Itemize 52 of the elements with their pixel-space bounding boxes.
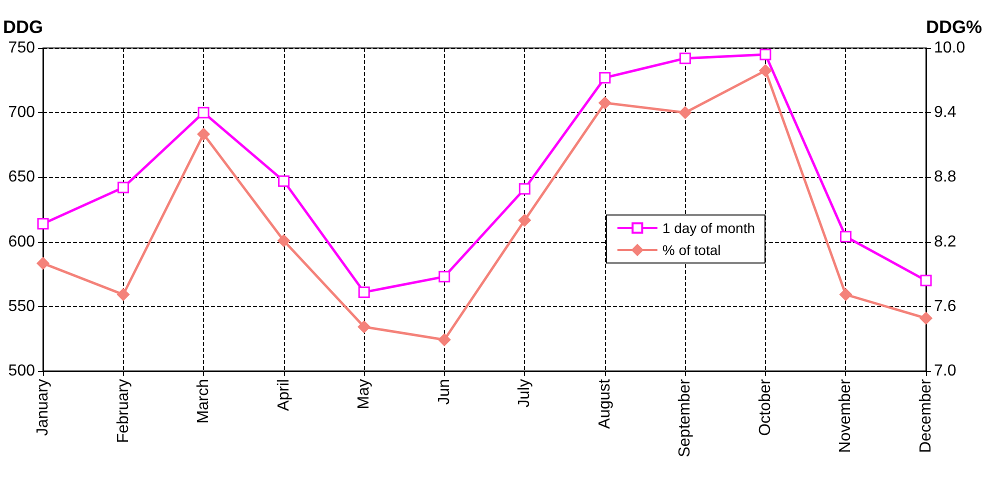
point bbox=[117, 288, 130, 301]
y2-axis-title: DDG% bbox=[926, 17, 982, 37]
point bbox=[839, 288, 852, 301]
y2-tick-label: 8.8 bbox=[934, 168, 956, 186]
y2-tick-label: 7.0 bbox=[934, 362, 956, 380]
y2-tick-label: 9.4 bbox=[934, 104, 956, 122]
point bbox=[678, 106, 692, 119]
x-tick-label: September bbox=[676, 378, 694, 458]
point bbox=[438, 334, 451, 346]
y-tick-label: 750 bbox=[8, 40, 36, 56]
y2-tick-label: 7.6 bbox=[934, 298, 956, 315]
point bbox=[438, 270, 450, 282]
point bbox=[518, 214, 531, 227]
x-tick-label: March bbox=[195, 379, 212, 424]
point bbox=[278, 175, 290, 187]
x-tick-label: January bbox=[34, 379, 52, 436]
y2-tick-label: 8.2 bbox=[934, 233, 956, 250]
point bbox=[598, 96, 612, 110]
point bbox=[518, 183, 530, 195]
y2-tick-label: 10.0 bbox=[934, 40, 966, 56]
y-tick-label: 550 bbox=[8, 298, 36, 315]
point bbox=[278, 234, 290, 247]
x-tick-label: Jun bbox=[436, 379, 453, 405]
y-tick-label: 600 bbox=[8, 233, 36, 250]
legend-label: 1 day of month bbox=[662, 220, 756, 236]
point bbox=[920, 312, 932, 324]
x-tick-label: May bbox=[356, 379, 373, 410]
x-tick-label: August bbox=[596, 378, 614, 429]
point bbox=[920, 274, 932, 286]
x-tick-label: February bbox=[114, 379, 132, 444]
point bbox=[36, 257, 50, 270]
point bbox=[118, 182, 130, 194]
point bbox=[679, 52, 691, 64]
legend-label: % of total bbox=[662, 242, 721, 258]
point bbox=[760, 48, 772, 60]
y-tick-label: 650 bbox=[8, 168, 36, 186]
point bbox=[358, 320, 370, 334]
point bbox=[840, 230, 852, 242]
y-tick-label: 500 bbox=[8, 362, 36, 380]
y-axis-title: DDG bbox=[3, 17, 43, 37]
point bbox=[358, 286, 370, 298]
point bbox=[759, 64, 772, 77]
y-tick-label: 700 bbox=[8, 104, 36, 122]
x-tick-label: July bbox=[516, 379, 534, 408]
x-tick-label: December bbox=[917, 378, 934, 453]
x-tick-label: April bbox=[275, 379, 292, 412]
point bbox=[197, 128, 210, 140]
point bbox=[198, 106, 210, 118]
point bbox=[599, 72, 611, 84]
x-tick-label: October bbox=[756, 378, 774, 436]
point bbox=[37, 218, 49, 230]
x-tick-label: November bbox=[837, 378, 854, 453]
